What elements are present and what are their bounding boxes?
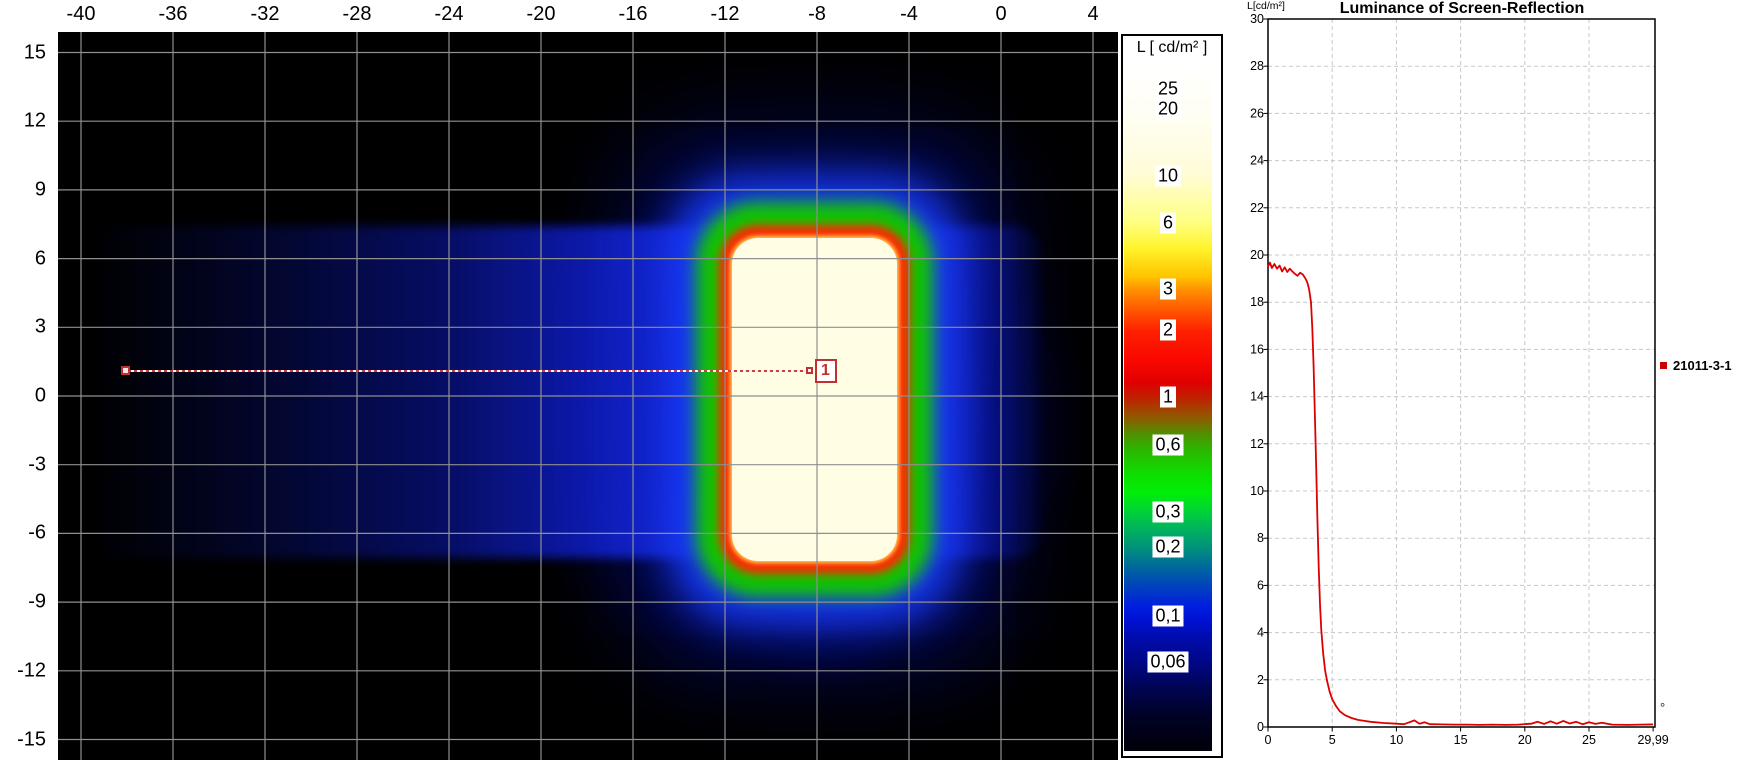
svg-text:15: 15 bbox=[1454, 733, 1468, 747]
colorbar-scale-label: 20 bbox=[1154, 98, 1182, 120]
colorbar-title: L [ cd/m² ] bbox=[1136, 39, 1208, 56]
colorbar-scale-label: 10 bbox=[1154, 165, 1182, 187]
heatmap-x-tick-label: -40 bbox=[66, 3, 96, 25]
heatmap-x-tick-label: -24 bbox=[434, 3, 464, 25]
x-axis-unit-symbol: ° bbox=[1660, 700, 1666, 715]
heatmap-y-tick-label: -6 bbox=[28, 521, 46, 544]
heatmap-y-tick-label: 9 bbox=[34, 178, 46, 201]
svg-text:8: 8 bbox=[1257, 531, 1264, 545]
svg-text:16: 16 bbox=[1250, 342, 1264, 356]
chart-y-axis-label: L[cd/m²] bbox=[1247, 0, 1285, 12]
svg-text:24: 24 bbox=[1250, 154, 1264, 168]
colorbar-scale-label: 0,06 bbox=[1147, 651, 1189, 673]
svg-text:4: 4 bbox=[1257, 626, 1264, 640]
svg-text:6: 6 bbox=[1257, 578, 1264, 592]
svg-text:10: 10 bbox=[1389, 733, 1403, 747]
colorbar-scale-label: 0,2 bbox=[1152, 536, 1184, 558]
svg-text:22: 22 bbox=[1250, 201, 1264, 215]
colorbar-scale-label: 0,6 bbox=[1152, 434, 1184, 456]
chart-plot-border bbox=[1267, 18, 1656, 728]
svg-text:28: 28 bbox=[1250, 59, 1264, 73]
measurement-marker-1[interactable]: 1 bbox=[814, 358, 837, 383]
svg-text:30: 30 bbox=[1250, 12, 1264, 26]
heatmap-y-tick-label: 3 bbox=[34, 315, 46, 338]
svg-text:5: 5 bbox=[1329, 733, 1336, 747]
colorbar-legend: L [ cd/m² ] 25 20 10 6 3 2 1 0,6 0,3 0,2 0,1 0,06 bbox=[1121, 34, 1223, 758]
measurement-end-marker[interactable] bbox=[805, 367, 813, 375]
svg-text:26: 26 bbox=[1250, 106, 1264, 120]
svg-text:29,99: 29,99 bbox=[1637, 733, 1668, 747]
svg-text:2: 2 bbox=[1257, 673, 1264, 687]
heatmap-x-tick-label: -8 bbox=[808, 3, 826, 25]
svg-text:0: 0 bbox=[1265, 733, 1272, 747]
heatmap-x-tick-label: -4 bbox=[900, 3, 918, 25]
colorbar-scale-label: 0,1 bbox=[1152, 605, 1184, 627]
chart-title: Luminance of Screen-Reflection bbox=[1339, 0, 1585, 17]
colorbar-scale-label: 0,3 bbox=[1152, 501, 1184, 523]
colorbar-gradient: 25 20 10 6 3 2 1 0,6 0,3 0,2 0,1 0,06 bbox=[1124, 63, 1212, 751]
heatmap-y-tick-label: 6 bbox=[34, 247, 46, 270]
heatmap-x-tick-label: -32 bbox=[250, 3, 280, 25]
heatmap-x-tick-label: -12 bbox=[710, 3, 740, 25]
heatmap-gridlines bbox=[58, 32, 1118, 760]
heatmap-y-tick-label: -3 bbox=[28, 453, 46, 476]
heatmap-y-tick-label: -12 bbox=[17, 659, 46, 682]
svg-text:20: 20 bbox=[1518, 733, 1532, 747]
legend-series-label: 21011-3-1 bbox=[1673, 358, 1732, 373]
luminance-curve bbox=[1267, 261, 1654, 726]
svg-text:10: 10 bbox=[1250, 484, 1264, 498]
colorbar-scale-label: 1 bbox=[1159, 386, 1177, 408]
colorbar-scale-label: 25 bbox=[1154, 78, 1182, 100]
heatmap-plot[interactable]: 1 bbox=[58, 32, 1118, 760]
chart-axis-ticks bbox=[1263, 18, 1654, 732]
heatmap-x-tick-label: -20 bbox=[526, 3, 556, 25]
colorbar-scale-label: 3 bbox=[1159, 278, 1177, 300]
heatmap-x-tick-label: -28 bbox=[342, 3, 372, 25]
heatmap-x-tick-label: -36 bbox=[158, 3, 188, 25]
measurement-line[interactable] bbox=[124, 369, 806, 372]
heatmap-y-tick-label: -9 bbox=[28, 590, 46, 613]
measurement-start-marker[interactable] bbox=[120, 366, 130, 376]
bright-reflection-region bbox=[731, 237, 898, 561]
svg-text:0: 0 bbox=[1257, 720, 1264, 734]
svg-text:14: 14 bbox=[1250, 390, 1264, 404]
heatmap-y-axis: 15 12 9 6 3 0 -3 -6 -9 -12 -15 bbox=[0, 0, 54, 760]
colorbar-scale-label: 6 bbox=[1159, 212, 1177, 234]
heatmap-x-axis: -40 -36 -32 -28 -24 -20 -16 -12 -8 -4 0 4 bbox=[0, 0, 1118, 30]
heatmap-x-tick-label: 4 bbox=[1087, 3, 1099, 25]
svg-text:18: 18 bbox=[1250, 295, 1264, 309]
heatmap-y-tick-label: 15 bbox=[23, 41, 46, 63]
svg-text:12: 12 bbox=[1250, 437, 1264, 451]
heatmap-y-tick-label: -15 bbox=[17, 728, 46, 750]
chart-legend: 21011-3-1 bbox=[1660, 358, 1732, 373]
legend-series-marker bbox=[1660, 362, 1667, 369]
heatmap-x-tick-label: 0 bbox=[995, 3, 1007, 25]
reflection-chart-panel: L[cd/m²] Luminance of Screen-Reflection … bbox=[1240, 0, 1741, 760]
colorbar-scale-label: 2 bbox=[1159, 319, 1177, 341]
heatmap-y-tick-label: 0 bbox=[34, 384, 46, 407]
chart-gridlines bbox=[1268, 19, 1655, 727]
heatmap-x-tick-label: -16 bbox=[618, 3, 648, 25]
heatmap-y-tick-label: 12 bbox=[23, 109, 46, 132]
svg-text:20: 20 bbox=[1250, 248, 1264, 262]
svg-text:25: 25 bbox=[1582, 733, 1596, 747]
